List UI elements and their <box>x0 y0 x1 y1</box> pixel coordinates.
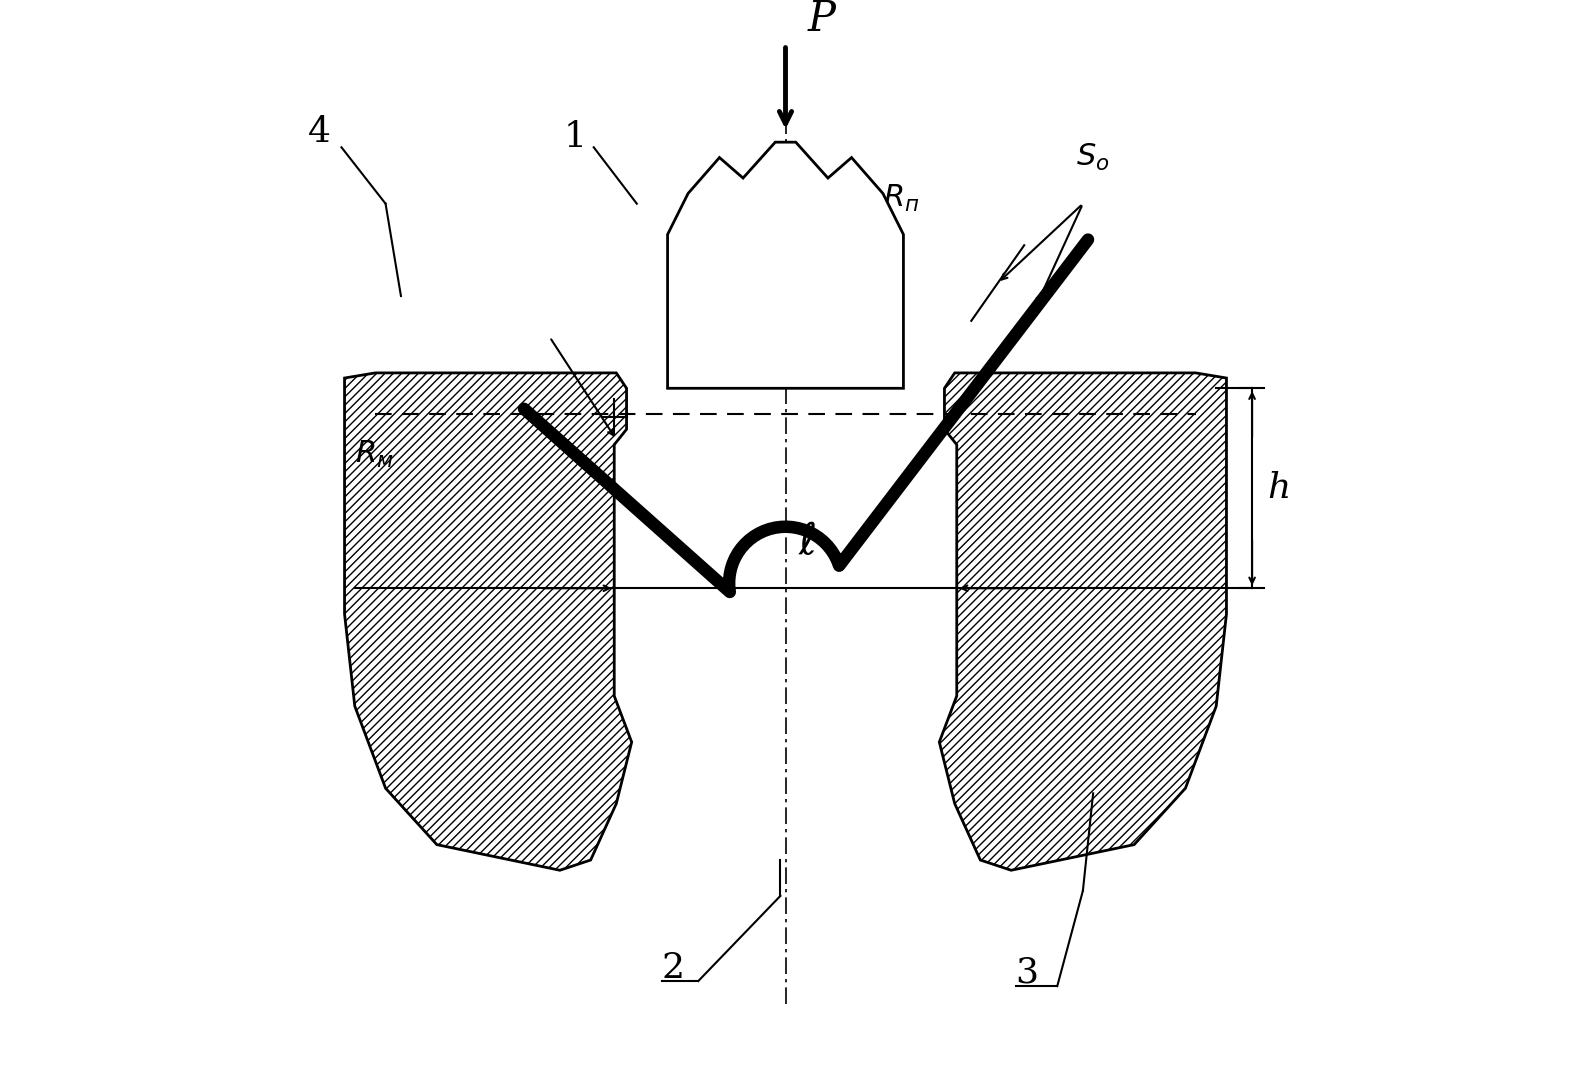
Text: 3: 3 <box>1015 955 1038 990</box>
Text: h: h <box>1268 472 1291 505</box>
Text: $S_o$: $S_o$ <box>1076 141 1109 173</box>
Text: 4: 4 <box>308 115 330 149</box>
Polygon shape <box>344 373 632 871</box>
Polygon shape <box>668 142 903 388</box>
Text: $\ell$: $\ell$ <box>798 520 815 563</box>
Polygon shape <box>939 373 1227 871</box>
Text: P: P <box>807 0 836 39</box>
Text: 2: 2 <box>661 951 685 985</box>
Text: $R_{п}$: $R_{п}$ <box>883 183 919 214</box>
Text: 1: 1 <box>564 120 588 154</box>
Text: $R_{м}$: $R_{м}$ <box>355 439 393 471</box>
